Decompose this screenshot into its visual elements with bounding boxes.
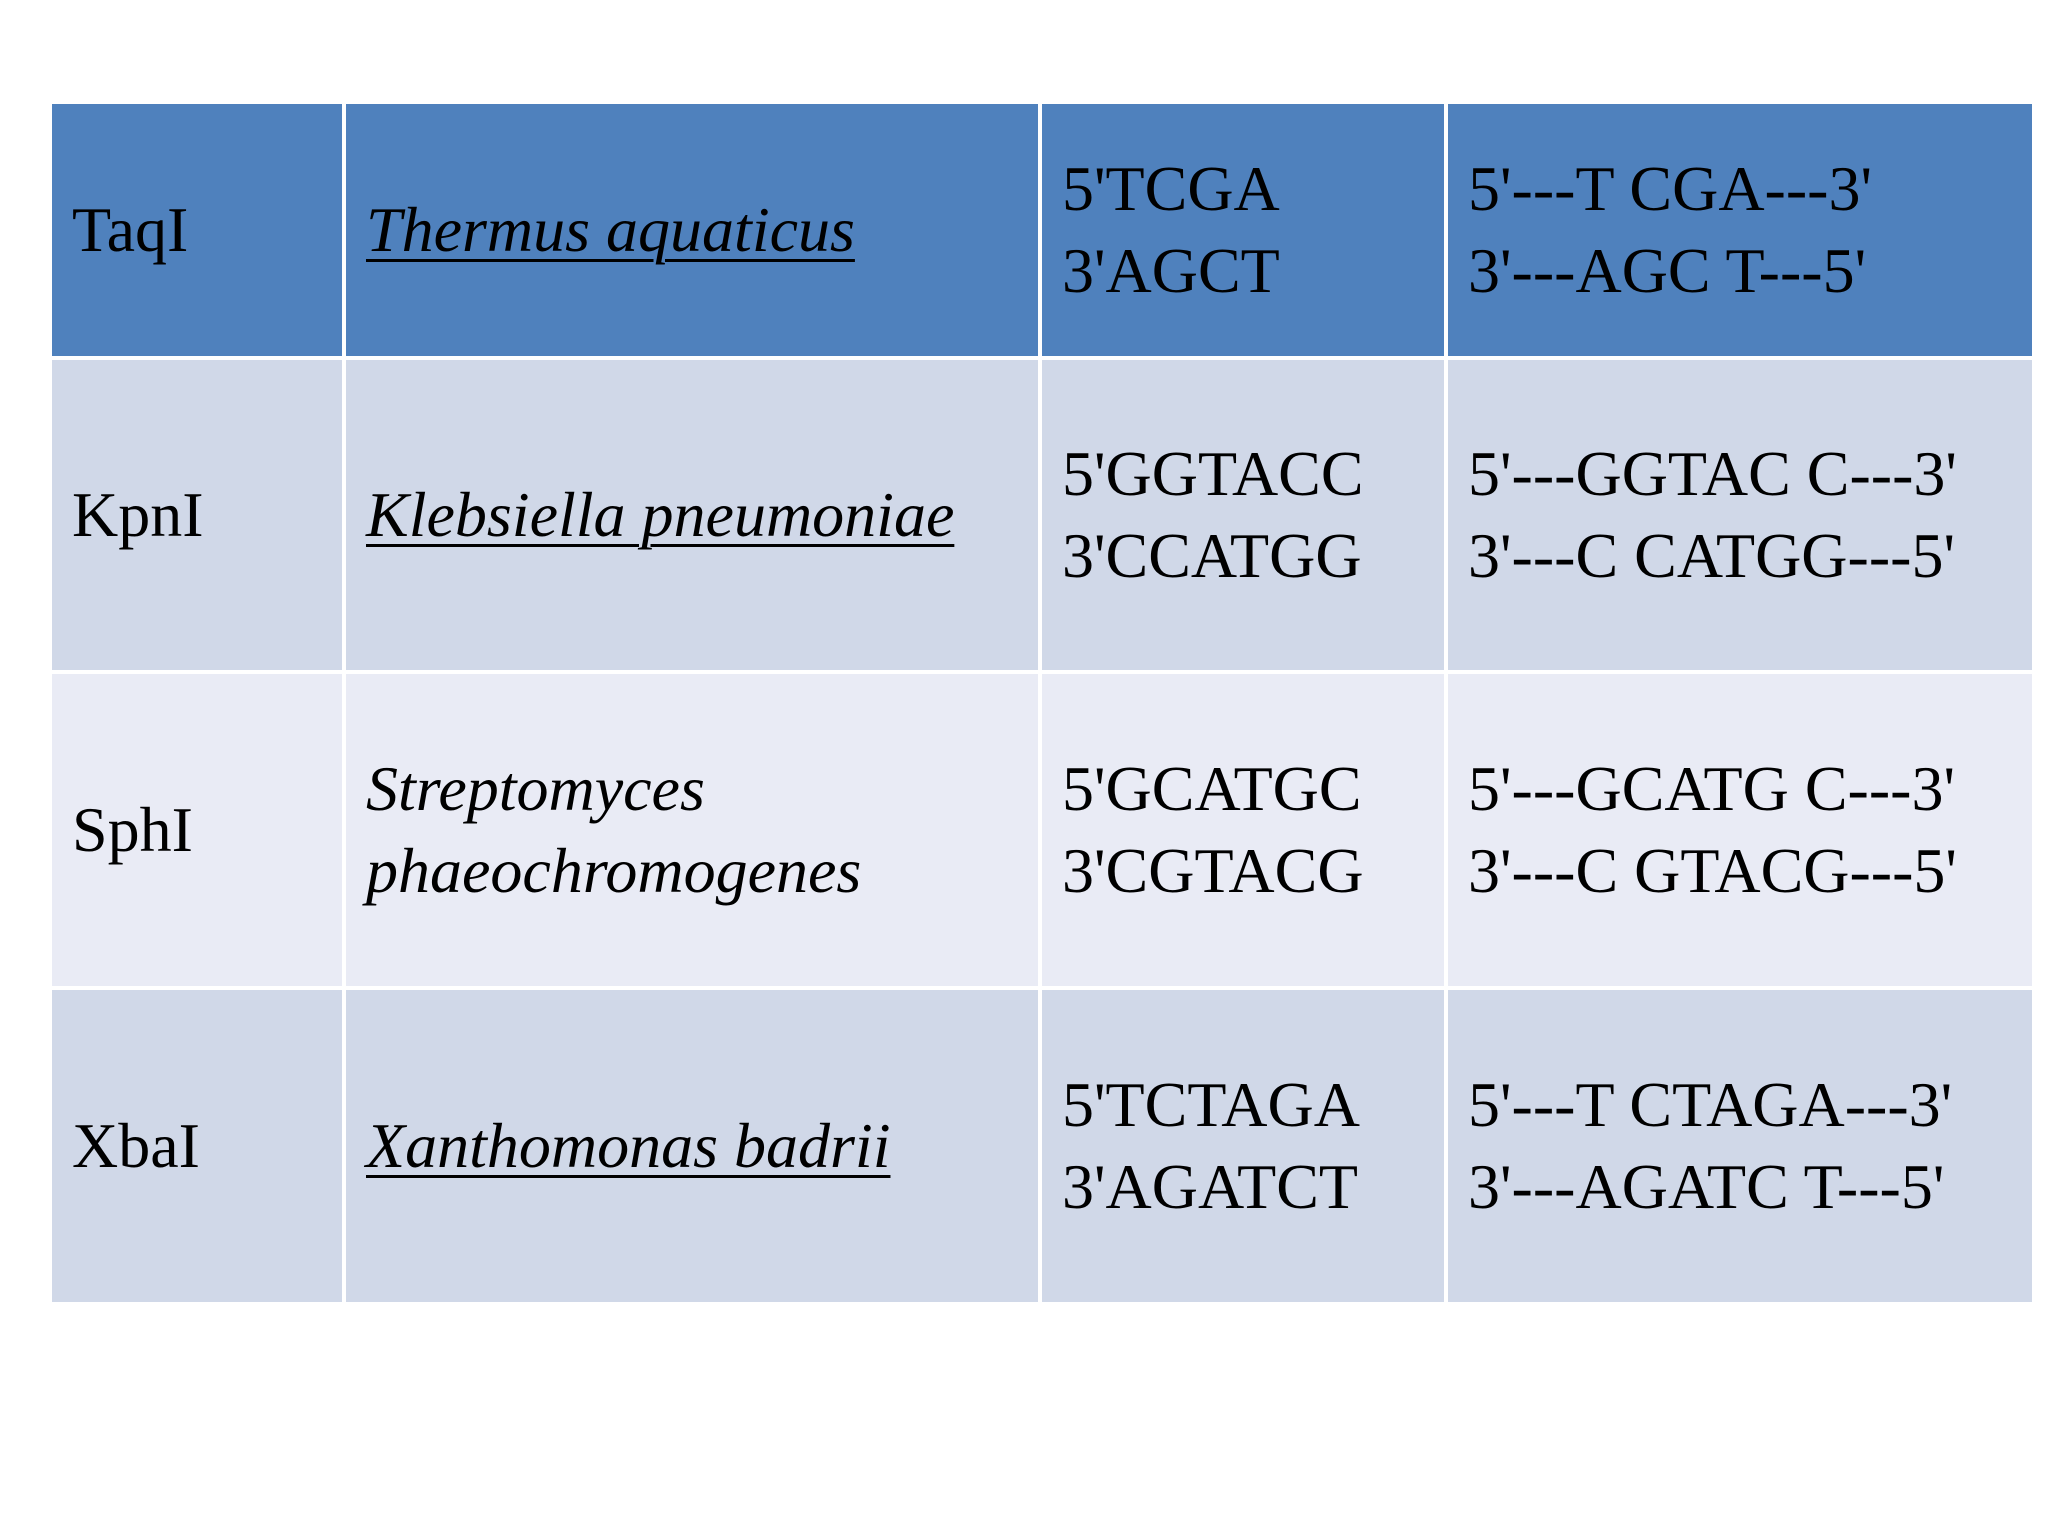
cut-top-strand: 5'---T CTAGA---3' bbox=[1468, 1069, 1953, 1140]
cut-bottom-strand: 3'---C GTACG---5' bbox=[1468, 835, 1957, 906]
cut-pattern-cell: 5'---T CTAGA---3' 3'---AGATC T---5' bbox=[1448, 990, 2032, 1302]
cut-top-strand: 5'---T CGA---3' bbox=[1468, 153, 1872, 224]
site-top-strand: 5'GCATGC bbox=[1062, 753, 1362, 824]
site-bottom-strand: 3'CCATGG bbox=[1062, 520, 1362, 591]
site-top-strand: 5'TCTAGA bbox=[1062, 1069, 1360, 1140]
recognition-site-cell: 5'GGTACC 3'CCATGG bbox=[1042, 360, 1444, 670]
enzyme-cell: KpnI bbox=[52, 360, 342, 670]
organism-name: Thermus aquaticus bbox=[366, 194, 855, 265]
organism-cell: Klebsiella pneumoniae bbox=[346, 360, 1038, 670]
cut-bottom-strand: 3'---C CATGG---5' bbox=[1468, 520, 1955, 591]
cut-top-strand: 5'---GCATG C---3' bbox=[1468, 753, 1955, 824]
site-bottom-strand: 3'CGTACG bbox=[1062, 835, 1364, 906]
recognition-site-cell: 5'TCTAGA 3'AGATCT bbox=[1042, 990, 1444, 1302]
cut-bottom-strand: 3'---AGC T---5' bbox=[1468, 235, 1867, 306]
enzyme-cell: SphI bbox=[52, 674, 342, 986]
cut-pattern-cell: 5'---T CGA---3' 3'---AGC T---5' bbox=[1448, 104, 2032, 356]
recognition-site-cell: 5'GCATGC 3'CGTACG bbox=[1042, 674, 1444, 986]
organism-name-line-2: phaeochromogenes bbox=[366, 835, 862, 906]
recognition-site-cell: 5'TCGA 3'AGCT bbox=[1042, 104, 1444, 356]
organism-name-line-1: Streptomyces bbox=[366, 753, 705, 824]
site-top-strand: 5'TCGA bbox=[1062, 153, 1280, 224]
site-top-strand: 5'GGTACC bbox=[1062, 438, 1364, 509]
enzyme-name: XbaI bbox=[72, 1110, 200, 1181]
organism-cell: Thermus aquaticus bbox=[346, 104, 1038, 356]
site-bottom-strand: 3'AGATCT bbox=[1062, 1151, 1358, 1222]
enzyme-name: KpnI bbox=[72, 479, 204, 550]
cut-pattern-cell: 5'---GCATG C---3' 3'---C GTACG---5' bbox=[1448, 674, 2032, 986]
cut-pattern-cell: 5'---GGTAC C---3' 3'---C CATGG---5' bbox=[1448, 360, 2032, 670]
organism-name: Klebsiella pneumoniae bbox=[366, 479, 955, 550]
enzyme-name: SphI bbox=[72, 794, 193, 865]
cut-bottom-strand: 3'---AGATC T---5' bbox=[1468, 1151, 1945, 1222]
enzyme-cell: XbaI bbox=[52, 990, 342, 1302]
site-bottom-strand: 3'AGCT bbox=[1062, 235, 1280, 306]
cut-top-strand: 5'---GGTAC C---3' bbox=[1468, 438, 1957, 509]
restriction-enzyme-table: TaqI Thermus aquaticus 5'TCGA 3'AGCT 5'-… bbox=[52, 104, 2032, 1302]
enzyme-name: TaqI bbox=[72, 194, 189, 265]
organism-cell: Streptomyces phaeochromogenes bbox=[346, 674, 1038, 986]
organism-name: Xanthomonas badrii bbox=[366, 1110, 891, 1181]
organism-cell: Xanthomonas badrii bbox=[346, 990, 1038, 1302]
enzyme-cell: TaqI bbox=[52, 104, 342, 356]
